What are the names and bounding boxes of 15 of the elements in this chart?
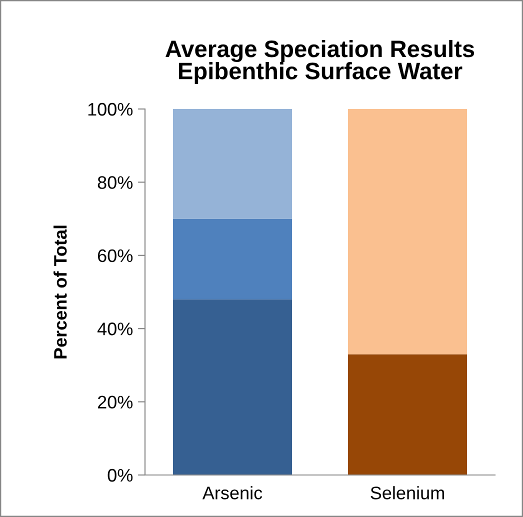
y-tick-label: 0% xyxy=(108,468,133,482)
x-tick-label: Selenium xyxy=(370,486,444,500)
x-tick-label: Arsenic xyxy=(202,486,262,500)
y-tick-label: 80% xyxy=(98,176,133,189)
y-tick-label: 20% xyxy=(98,396,133,409)
bar xyxy=(173,218,292,300)
y-tick-label: 60% xyxy=(98,249,133,262)
y-tick-label: 40% xyxy=(97,322,133,336)
bar xyxy=(348,109,467,354)
y-tick-label: 100% xyxy=(88,102,133,116)
bar xyxy=(173,299,292,475)
bar xyxy=(348,354,467,475)
y-axis-title: Percent of Total xyxy=(54,226,67,358)
chart-title: Average Speciation Results Epibenthic Surface Water xyxy=(166,40,474,84)
bar xyxy=(173,109,292,219)
